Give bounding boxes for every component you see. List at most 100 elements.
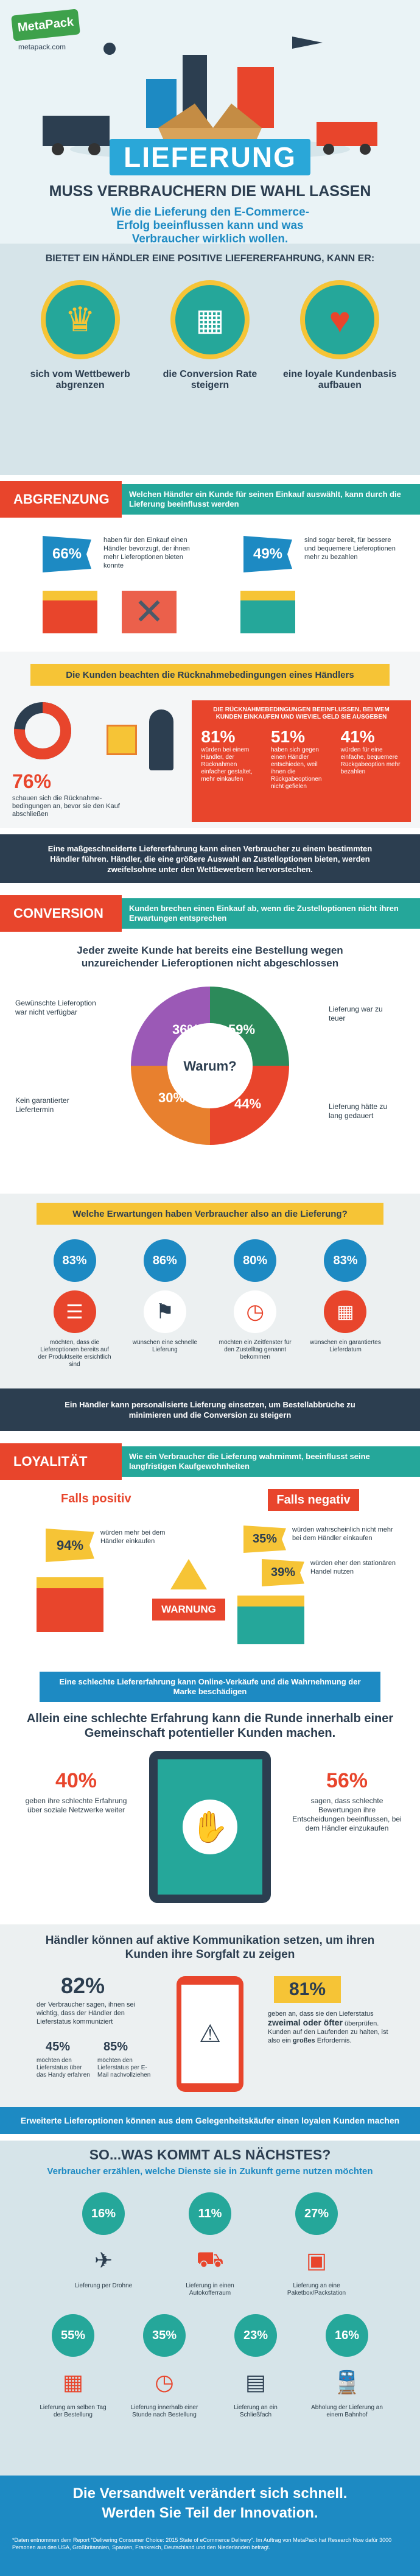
- service-text: Lieferung an eine Paketbox/Packstation: [287, 2282, 346, 2296]
- drone-icon: ✈: [94, 2248, 113, 2273]
- conversion-banner-text: Ein Händler kann personalisierte Lieferu…: [65, 1400, 355, 1420]
- expect-pct-circle: 83%: [324, 1239, 367, 1282]
- abgrenzung-banner: Eine maßgeschneiderte Liefererfahrung ka…: [0, 834, 420, 883]
- service-text: Lieferung per Drohne: [74, 2282, 133, 2289]
- expect-heading: Welche Erwartungen haben Verbraucher als…: [72, 1208, 348, 1219]
- returns-heading-bar: Die Kunden beachten die Rücknahmebedingu…: [30, 664, 390, 686]
- service-text: Lieferung an ein Schließfach: [234, 2404, 278, 2418]
- komm-right-pct-bar: 81%: [274, 1976, 341, 2003]
- pos-label: Falls positiv: [61, 1492, 131, 1505]
- donut-segment-red: [210, 1066, 289, 1145]
- wheel-icon: [88, 143, 100, 155]
- expect-pct: 80%: [243, 1253, 268, 1267]
- donut-segment-green: [210, 987, 289, 1066]
- box-flap-icon: [158, 104, 213, 128]
- returns-box-title: DIE RÜCKNAHMEBEDINGUNGEN BEEINFLUSSEN, B…: [213, 706, 390, 720]
- komm-left-pct: 82%: [61, 1973, 105, 1998]
- box-stat-text: würden für eine einfache, bequemere Rück…: [340, 747, 401, 775]
- conversion-header: CONVERSION Kunden brechen einen Einkauf …: [0, 895, 420, 932]
- page-subtitle: MUSS VERBRAUCHERN DIE WAHL LASSEN: [49, 183, 371, 200]
- service-pct-circle: 27%: [295, 2192, 338, 2235]
- box-stat-pct: 41%: [340, 727, 375, 746]
- section-label: CONVERSION: [0, 895, 122, 932]
- trophy-icon: ♛: [40, 280, 120, 359]
- service-pct-circle: 23%: [234, 2314, 277, 2357]
- service-pct: 27%: [304, 2206, 329, 2220]
- service-pct-circle: 16%: [82, 2192, 125, 2235]
- donut-section: Jeder zweite Kunde hat bereits eine Best…: [0, 938, 420, 1194]
- komm-right-pct: 81%: [289, 1979, 326, 1999]
- plane-icon: [292, 37, 323, 49]
- tablet-icon: ✋: [149, 1751, 271, 1903]
- next-title: SO...WAS KOMMT ALS NÄCHSTES?: [89, 2147, 331, 2163]
- abgrenzung-title: ABGRENZUNG: [13, 491, 110, 507]
- segment-label: Lieferung war zu teuer: [329, 1005, 383, 1022]
- service-text: Lieferung innerhalb einer Stunde nach Be…: [130, 2404, 198, 2418]
- clock-icon: ◷: [234, 1290, 277, 1333]
- next-subtitle: Verbraucher erzählen, welche Dienste sie…: [47, 2166, 373, 2177]
- neg2-text: würden eher den stationären Handel nutze…: [310, 1560, 396, 1575]
- segment-label: Lieferung hätte zu lang gedauert: [329, 1102, 388, 1120]
- expect-pct: 83%: [62, 1253, 87, 1267]
- loyalitaet-title: LOYALITÄT: [13, 1454, 88, 1469]
- stat-pct: 66%: [52, 546, 82, 562]
- service-text: Lieferung in einen Autokofferraum: [186, 2282, 234, 2296]
- komm-sub2-pct: 85%: [103, 2040, 128, 2053]
- benefits-heading: BIETET EIN HÄNDLER EINE POSITIVE LIEFERE…: [45, 253, 375, 264]
- service-pct-circle: 11%: [189, 2192, 231, 2235]
- benefit-item: ▦ die Conversion Rate steigern: [149, 280, 271, 457]
- train-icon: 🚆: [333, 2370, 361, 2395]
- section-question: Kunden brechen einen Einkauf ab, wenn di…: [122, 898, 420, 929]
- komm-right-block: geben an, dass sie den Lieferstatus zwei…: [268, 2010, 390, 2045]
- social-right-text: sagen, dass schlechte Bewertungen ihre E…: [292, 1797, 402, 1832]
- social-right-pct: 56%: [326, 1769, 368, 1792]
- box-flap-icon: [213, 104, 262, 128]
- loyalitaet-banner-text: Eine schlechte Liefererfahrung kann Onli…: [59, 1677, 361, 1696]
- komm-left-text: der Verbraucher sagen, ihnen sei wichtig…: [37, 2001, 136, 2025]
- service-text: Lieferung am selben Tag der Bestellung: [40, 2404, 107, 2418]
- next-section: SO...WAS KOMMT ALS NÄCHSTES? Verbraucher…: [0, 2141, 420, 2476]
- store-icon: [240, 591, 295, 633]
- section-label: ABGRENZUNG: [0, 481, 122, 518]
- pos-pct: 94%: [56, 1537, 84, 1553]
- donut-pct: 44%: [234, 1096, 261, 1111]
- service-pct: 16%: [334, 2328, 360, 2342]
- komm-sub1-text: möchten den Lieferstatus über das Handy …: [37, 2057, 90, 2078]
- segment-label: Gewünschte Lieferoption war nicht verfüg…: [15, 999, 96, 1016]
- warning-text: WARNUNG: [161, 1603, 216, 1615]
- service-pct: 11%: [198, 2206, 222, 2220]
- donut-pct: 30%: [158, 1090, 185, 1105]
- calendar-icon: ▦: [62, 2370, 83, 2395]
- heart-icon: ♥: [300, 280, 380, 359]
- phone-screen: ⚠: [181, 1985, 239, 2083]
- stat-text: sind sogar bereit, für bessere und beque…: [304, 537, 396, 561]
- returns-donut: [14, 702, 71, 759]
- service-item: 23% ▤ Lieferung an ein Schließfach: [219, 2314, 292, 2419]
- neg1-pct: 35%: [252, 1532, 278, 1546]
- truck-icon: [317, 122, 377, 146]
- page-title: LIEFERUNG: [124, 141, 296, 173]
- conversion-title: CONVERSION: [13, 906, 103, 921]
- donut-segment-purple: [131, 987, 210, 1066]
- pos-text: würden mehr bei dem Händler einkaufen: [100, 1529, 166, 1545]
- returns-heading: Die Kunden beachten die Rücknahmebedingu…: [66, 669, 354, 680]
- returns-pct: 76%: [12, 770, 52, 792]
- box-stat-text: haben sich gegen einen Händler entschied…: [270, 747, 322, 790]
- wheel-icon: [360, 144, 371, 155]
- loyalitaet-banner: Eine schlechte Liefererfahrung kann Onli…: [0, 1672, 420, 1702]
- expect-pct-circle: 80%: [234, 1239, 277, 1282]
- tablet-screen: ✋: [158, 1759, 262, 1895]
- expect-pct: 83%: [333, 1253, 358, 1267]
- benefit-label: sich vom Wettbewerb abgrenzen: [30, 369, 130, 390]
- wheel-icon: [323, 144, 334, 155]
- loyalitaet-question: Wie ein Verbraucher die Lieferung wahrni…: [129, 1452, 370, 1471]
- service-pct-circle: 16%: [326, 2314, 368, 2357]
- returns-box-stat: 81% würden bei einem Händler, der Rückna…: [201, 727, 262, 790]
- site-url[interactable]: metapack.com: [18, 43, 66, 51]
- expect-item: 80% ◷ möchten ein Zeitfenster für den Zu…: [217, 1239, 293, 1368]
- box-stat-pct: 81%: [201, 727, 236, 746]
- stat-pct: 49%: [253, 546, 283, 562]
- wheel-icon: [52, 143, 64, 155]
- checkered-flag-icon: ⚑: [143, 1290, 186, 1333]
- section-question: Welchen Händler ein Kunde für seinen Ein…: [122, 484, 420, 515]
